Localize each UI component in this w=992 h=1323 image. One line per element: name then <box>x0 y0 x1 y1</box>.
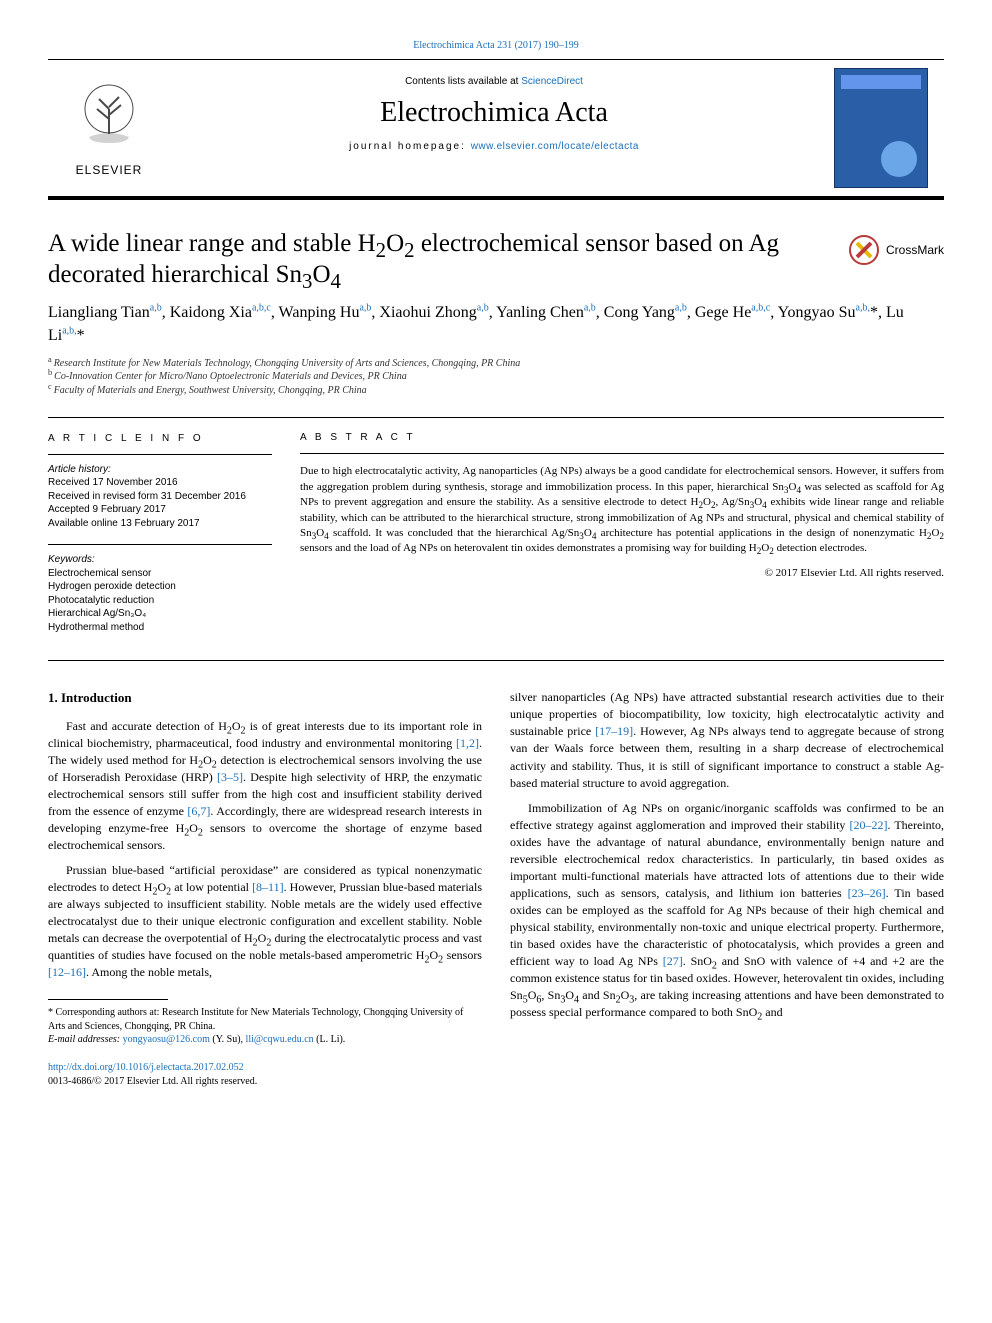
crossmark-icon <box>848 234 880 266</box>
sciencedirect-link[interactable]: ScienceDirect <box>521 76 583 87</box>
keyword-0: Electrochemical sensor <box>48 567 272 581</box>
doi-line: http://dx.doi.org/10.1016/j.electacta.20… <box>48 1061 482 1075</box>
history-line-0: Received 17 November 2016 <box>48 476 272 490</box>
para-r-0: silver nanoparticles (Ag NPs) have attra… <box>510 689 944 791</box>
contents-available: Contents lists available at ScienceDirec… <box>178 76 810 87</box>
divider-abstract <box>300 453 944 454</box>
page: Electrochimica Acta 231 (2017) 190–199 E… <box>0 0 992 1137</box>
divider-keywords <box>48 544 272 545</box>
masthead: ELSEVIER Contents lists available at Sci… <box>48 59 944 200</box>
abstract-copyright: © 2017 Elsevier Ltd. All rights reserved… <box>300 567 944 579</box>
history-line-1: Received in revised form 31 December 201… <box>48 490 272 504</box>
history-line-3: Available online 13 February 2017 <box>48 517 272 531</box>
journal-title: Electrochimica Acta <box>178 97 810 129</box>
footnote-separator <box>48 999 168 1000</box>
abstract-text: Due to high electrocatalytic activity, A… <box>300 464 944 556</box>
body-columns: 1. Introduction Fast and accurate detect… <box>48 689 944 1089</box>
history-heading: Article history: <box>48 463 272 477</box>
authors: Liangliang Tiana,b, Kaidong Xiaa,b,c, Wa… <box>48 301 944 347</box>
running-head: Electrochimica Acta 231 (2017) 190–199 <box>48 40 944 51</box>
homepage-link[interactable]: www.elsevier.com/locate/electacta <box>471 141 639 152</box>
meta-abstract-row: A R T I C L E I N F O Article history: R… <box>48 418 944 660</box>
divider-info <box>48 454 272 455</box>
email-addresses: yongyaosu@126.com (Y. Su), lli@cqwu.edu.… <box>123 1034 346 1045</box>
elsevier-tree-icon <box>69 79 149 159</box>
abstract: A B S T R A C T Due to high electrocatal… <box>300 432 944 648</box>
para-r-1: Immobilization of Ag NPs on organic/inor… <box>510 800 944 1021</box>
para-l-0: Fast and accurate detection of H2O2 is o… <box>48 718 482 854</box>
article-info: A R T I C L E I N F O Article history: R… <box>48 432 272 648</box>
homepage-label: journal homepage: <box>349 141 471 152</box>
publisher-block: ELSEVIER <box>48 60 170 196</box>
contents-prefix: Contents lists available at <box>405 76 521 87</box>
keyword-4: Hydrothermal method <box>48 621 272 635</box>
affiliation-a: aResearch Institute for New Materials Te… <box>48 357 944 371</box>
body-col-right: silver nanoparticles (Ag NPs) have attra… <box>510 689 944 1089</box>
body-col-left: 1. Introduction Fast and accurate detect… <box>48 689 482 1089</box>
section-heading: 1. Introduction <box>48 689 482 707</box>
keyword-1: Hydrogen peroxide detection <box>48 580 272 594</box>
email-label: E-mail addresses: <box>48 1034 123 1045</box>
para-l-1: Prussian blue-based “artificial peroxida… <box>48 862 482 981</box>
article-title: A wide linear range and stable H2O2 elec… <box>48 228 832 291</box>
publisher-name: ELSEVIER <box>76 163 143 177</box>
divider-bottom <box>48 660 944 661</box>
crossmark-label: CrossMark <box>886 243 944 257</box>
email-line: E-mail addresses: yongyaosu@126.com (Y. … <box>48 1033 482 1047</box>
keywords: Keywords: Electrochemical sensor Hydroge… <box>48 553 272 634</box>
issn-line: 0013-4686/© 2017 Elsevier Ltd. All right… <box>48 1075 482 1089</box>
cover-thumb-wrap <box>818 60 944 196</box>
affiliation-c: cFaculty of Materials and Energy, Southw… <box>48 384 944 398</box>
abstract-heading: A B S T R A C T <box>300 432 944 443</box>
keywords-heading: Keywords: <box>48 553 272 567</box>
keyword-2: Photocatalytic reduction <box>48 594 272 608</box>
article-info-heading: A R T I C L E I N F O <box>48 432 272 446</box>
affiliations: aResearch Institute for New Materials Te… <box>48 357 944 398</box>
title-row: A wide linear range and stable H2O2 elec… <box>48 228 944 291</box>
journal-cover-icon <box>834 68 928 188</box>
doi-link[interactable]: http://dx.doi.org/10.1016/j.electacta.20… <box>48 1062 244 1073</box>
affiliation-b: bCo-Innovation Center for Micro/Nano Opt… <box>48 370 944 384</box>
running-head-citation[interactable]: Electrochimica Acta 231 (2017) 190–199 <box>413 40 579 51</box>
keyword-3: Hierarchical Ag/Sn₃O₄ <box>48 607 272 621</box>
footnotes: * Corresponding authors at: Research Ins… <box>48 1006 482 1047</box>
masthead-center: Contents lists available at ScienceDirec… <box>170 60 818 196</box>
crossmark-badge[interactable]: CrossMark <box>848 234 944 266</box>
history-line-2: Accepted 9 February 2017 <box>48 503 272 517</box>
corresponding-note: * Corresponding authors at: Research Ins… <box>48 1006 482 1033</box>
article-history: Article history: Received 17 November 20… <box>48 463 272 531</box>
journal-homepage: journal homepage: www.elsevier.com/locat… <box>178 141 810 152</box>
